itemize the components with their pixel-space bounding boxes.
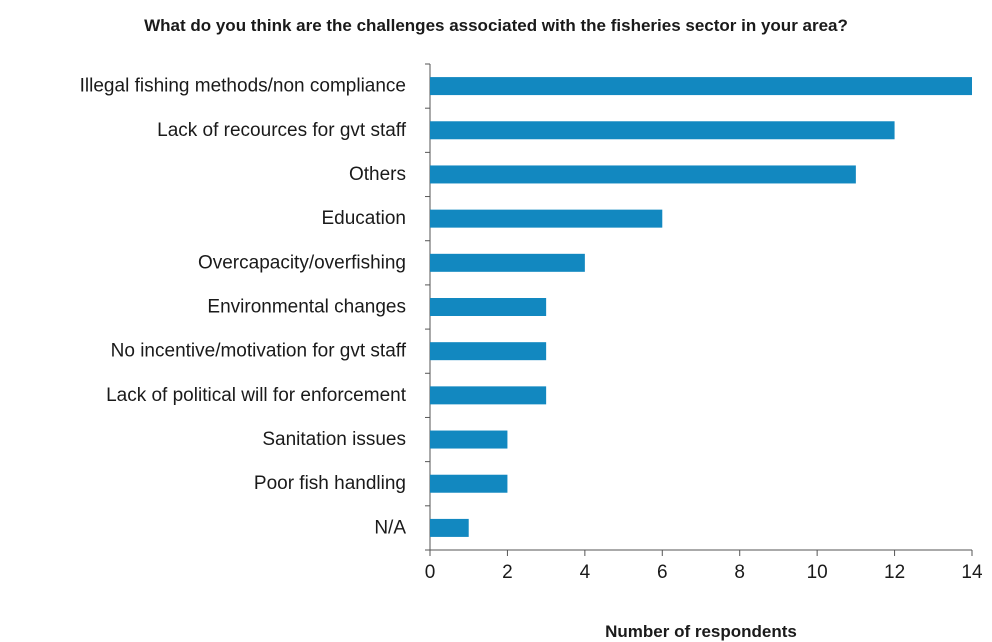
- bar: [430, 253, 585, 272]
- x-tick-label: 6: [657, 562, 668, 583]
- x-tick-label: 10: [807, 562, 828, 583]
- bar: [430, 386, 547, 405]
- category-label: Lack of political will for enforcement: [106, 385, 407, 406]
- x-tick-label: 2: [502, 562, 513, 583]
- tick-labels: 0 2 4 6 8 10 12 14: [425, 562, 983, 583]
- x-tick-label: 4: [580, 562, 591, 583]
- bar: [430, 342, 547, 361]
- bar: [430, 474, 508, 493]
- x-tick-label: 0: [425, 562, 436, 583]
- category-label: No incentive/motivation for gvt staff: [111, 341, 407, 362]
- category-label: Poor fish handling: [254, 473, 406, 494]
- x-axis-label: Number of respondents: [605, 622, 797, 641]
- bar: [430, 518, 469, 537]
- category-label: Education: [321, 208, 406, 229]
- category-label: Overcapacity/overfishing: [198, 252, 406, 273]
- category-label: N/A: [374, 517, 406, 538]
- bars: [430, 77, 972, 537]
- category-label: Environmental changes: [207, 297, 406, 318]
- category-label: Illegal fishing methods/non compliance: [80, 76, 406, 97]
- bar: [430, 430, 508, 449]
- category-label: Lack of recources for gvt staff: [157, 120, 407, 141]
- bar: [430, 165, 856, 184]
- x-tick-label: 8: [734, 562, 745, 583]
- bar: [430, 121, 895, 140]
- bar: [430, 298, 547, 316]
- x-tick-label: 12: [884, 562, 905, 583]
- category-label: Others: [349, 164, 406, 185]
- bar: [430, 209, 663, 228]
- x-tick-label: 14: [961, 562, 983, 583]
- bar: [430, 77, 972, 96]
- chart-title: What do you think are the challenges ass…: [144, 16, 848, 35]
- category-labels: Illegal fishing methods/non compliance La…: [80, 76, 407, 539]
- category-label: Sanitation issues: [262, 429, 406, 450]
